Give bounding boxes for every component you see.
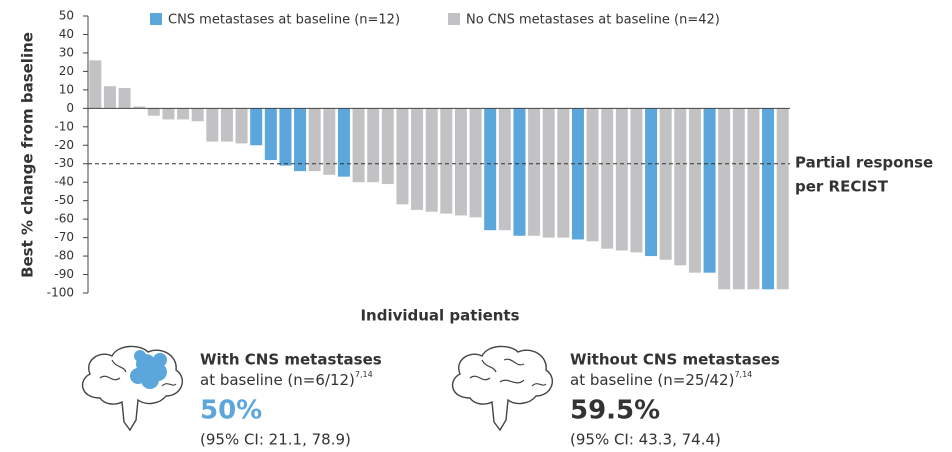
- brain-icon: [451, 345, 554, 432]
- bar: [571, 108, 584, 240]
- bar: [337, 108, 350, 177]
- reference-label: Partial response: [795, 154, 933, 172]
- summary-heading: Without CNS metastases: [570, 351, 780, 369]
- bar: [732, 108, 745, 290]
- y-tick-label: -10: [54, 119, 74, 133]
- bar: [308, 108, 321, 172]
- bar: [279, 108, 292, 166]
- bar: [294, 108, 307, 172]
- bar: [220, 108, 233, 142]
- bar: [718, 108, 731, 290]
- bar: [776, 108, 789, 290]
- legend-swatch: [150, 13, 162, 25]
- x-axis-label: Individual patients: [360, 307, 519, 325]
- y-tick-label: -80: [54, 249, 74, 263]
- bar: [498, 108, 511, 231]
- y-tick-label: -60: [54, 212, 74, 226]
- y-tick-label: -100: [47, 286, 74, 300]
- bar: [688, 108, 701, 273]
- bar: [235, 108, 248, 144]
- y-tick-label: 10: [59, 82, 74, 96]
- bar: [89, 60, 102, 109]
- bar: [367, 108, 380, 183]
- bar: [177, 108, 190, 120]
- y-tick-label: 50: [59, 9, 74, 23]
- bar: [147, 108, 160, 116]
- bar: [528, 108, 541, 236]
- bar: [762, 108, 775, 290]
- summary-rate: 50%: [200, 396, 262, 426]
- legend-swatch: [448, 13, 460, 25]
- bar: [425, 108, 438, 212]
- bar: [323, 108, 336, 175]
- legend-label: CNS metastases at baseline (n=12): [168, 13, 400, 28]
- bar: [440, 108, 453, 214]
- bar: [264, 108, 277, 161]
- bar: [747, 108, 760, 290]
- bar: [118, 88, 131, 109]
- y-tick-label: -30: [54, 156, 74, 170]
- summary-ci: (95% CI: 21.1, 78.9): [200, 431, 351, 449]
- bar: [396, 108, 409, 205]
- bar: [601, 108, 614, 249]
- summary-ci: (95% CI: 43.3, 74.4): [570, 431, 721, 449]
- bar: [250, 108, 263, 146]
- bar: [674, 108, 687, 266]
- y-tick-label: 30: [59, 45, 74, 59]
- bar: [411, 108, 424, 210]
- bar: [703, 108, 716, 273]
- bar: [133, 106, 146, 109]
- bar: [469, 108, 482, 218]
- bar: [586, 108, 599, 242]
- legend-label: No CNS metastases at baseline (n=42): [466, 13, 720, 28]
- bar: [630, 108, 643, 253]
- bar: [542, 108, 555, 238]
- bar: [206, 108, 219, 142]
- bar: [103, 86, 116, 109]
- y-tick-label: -20: [54, 138, 74, 152]
- bar: [645, 108, 658, 257]
- y-tick-label: -70: [54, 230, 74, 244]
- bar: [381, 108, 394, 185]
- bar: [352, 108, 365, 183]
- reference: 7,14: [734, 370, 752, 379]
- bar: [557, 108, 570, 238]
- summary-heading: With CNS metastases: [200, 351, 382, 369]
- summary-subheading: at baseline (n=25/42)7,14: [570, 370, 752, 389]
- summary-subheading: at baseline (n=6/12)7,14: [200, 370, 373, 389]
- bar: [659, 108, 672, 260]
- bar: [615, 108, 628, 251]
- reference: 7,14: [355, 370, 373, 379]
- bar: [513, 108, 526, 236]
- y-tick-label: 40: [59, 27, 74, 41]
- summary-subheading-text: at baseline (n=25/42): [570, 371, 734, 389]
- bar: [162, 108, 175, 120]
- bar: [191, 108, 204, 122]
- reference-label: per RECIST: [795, 178, 889, 196]
- y-tick-label: -90: [54, 267, 74, 281]
- y-axis-label: Best % change from baseline: [19, 32, 37, 278]
- y-tick-label: -40: [54, 175, 74, 189]
- y-tick-label: 0: [66, 101, 74, 115]
- bar: [454, 108, 467, 216]
- bar: [484, 108, 497, 231]
- y-tick-label: -50: [54, 193, 74, 207]
- summary-rate: 59.5%: [570, 396, 660, 426]
- summary-subheading-text: at baseline (n=6/12): [200, 371, 355, 389]
- y-tick-label: 20: [59, 64, 74, 78]
- brain-icon: [81, 345, 184, 432]
